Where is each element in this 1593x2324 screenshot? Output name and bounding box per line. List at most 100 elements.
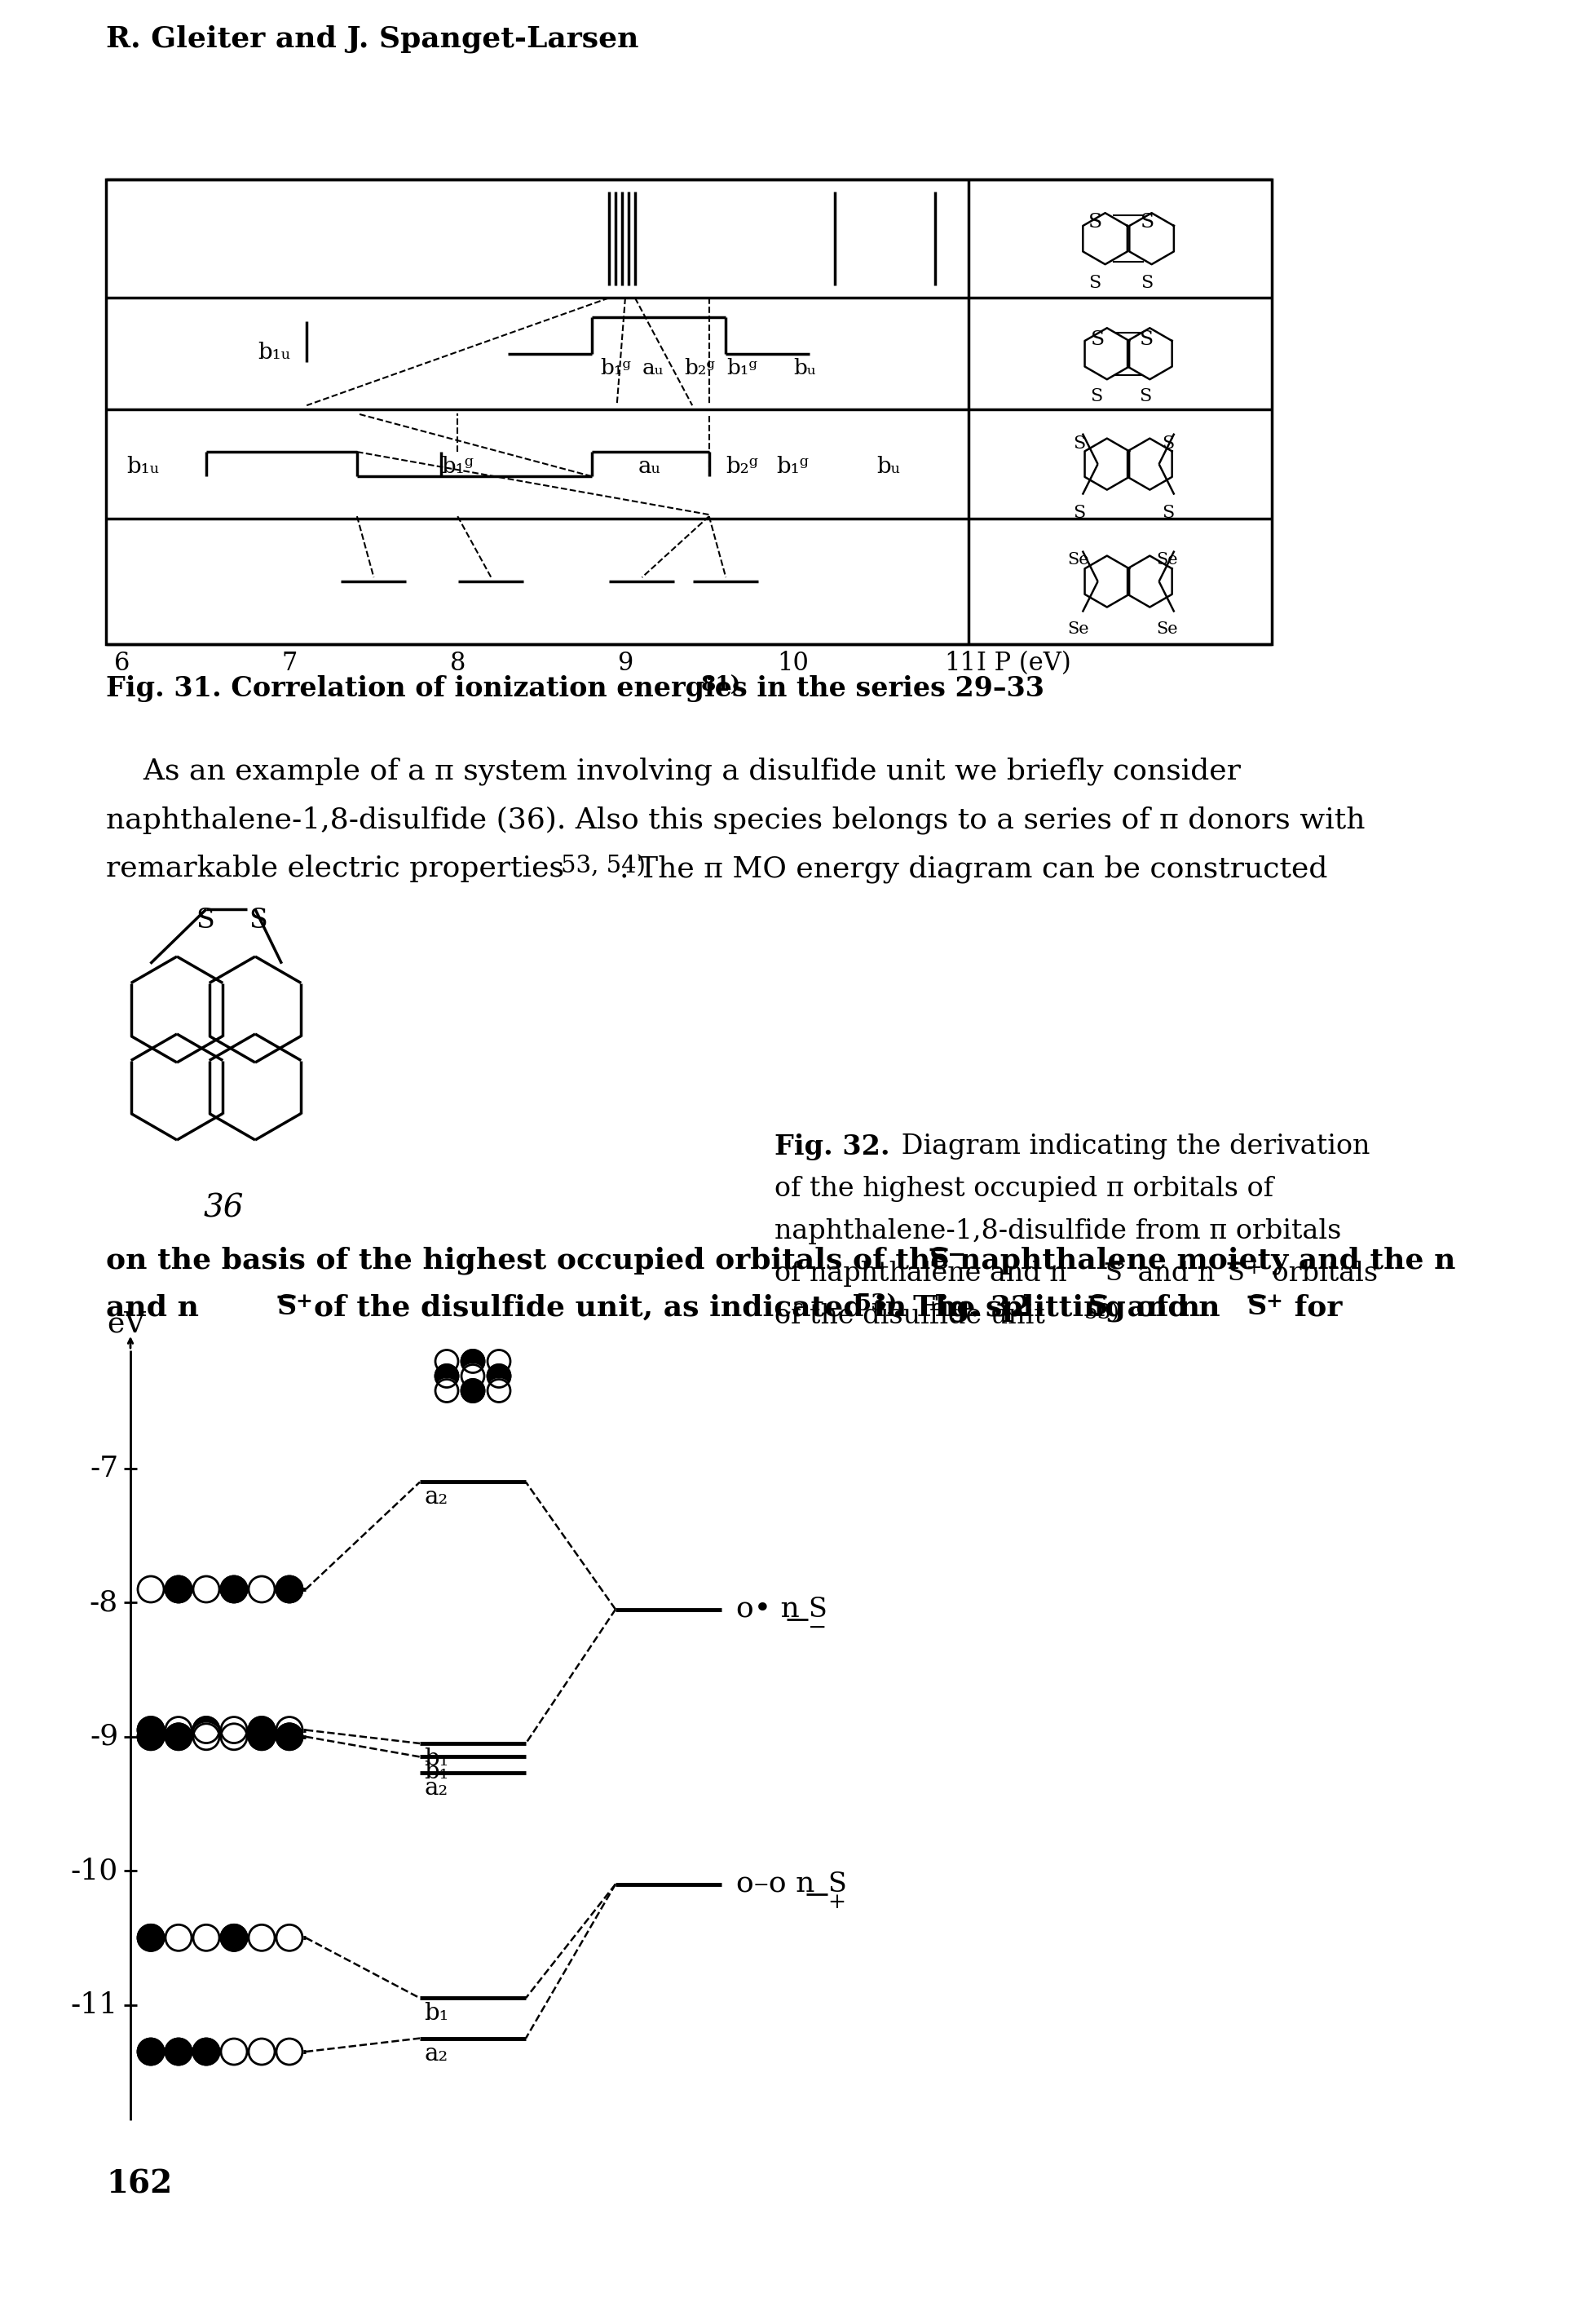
Text: 53, 54): 53, 54) bbox=[561, 855, 645, 878]
Text: S: S bbox=[1091, 388, 1102, 404]
Text: S: S bbox=[1088, 1292, 1109, 1320]
Text: bᵤ: bᵤ bbox=[793, 358, 816, 379]
Text: b₂ᵍ: b₂ᵍ bbox=[726, 456, 758, 479]
Circle shape bbox=[221, 1717, 247, 1743]
Circle shape bbox=[435, 1364, 459, 1387]
Text: b₁ᵤ: b₁ᵤ bbox=[126, 456, 159, 479]
Text: R. Gleiter and J. Spanget-Larsen: R. Gleiter and J. Spanget-Larsen bbox=[107, 26, 639, 53]
Text: -10: -10 bbox=[70, 1857, 118, 1885]
Text: S: S bbox=[277, 1292, 296, 1320]
Text: S: S bbox=[1141, 274, 1153, 293]
Text: 10: 10 bbox=[777, 651, 809, 676]
Text: -8: -8 bbox=[89, 1590, 118, 1618]
Circle shape bbox=[166, 1724, 191, 1750]
Text: aᵤ: aᵤ bbox=[639, 456, 661, 479]
Text: S: S bbox=[1074, 504, 1086, 523]
Text: S: S bbox=[1088, 274, 1101, 293]
Circle shape bbox=[193, 2038, 220, 2064]
Text: 53): 53) bbox=[1085, 1304, 1120, 1322]
Circle shape bbox=[276, 1924, 303, 1950]
Text: b₂ᵍ: b₂ᵍ bbox=[685, 358, 715, 379]
Text: of the disulfide unit: of the disulfide unit bbox=[774, 1304, 1045, 1329]
Text: a₂: a₂ bbox=[424, 1485, 448, 1508]
Text: b₁ᵍ: b₁ᵍ bbox=[726, 358, 757, 379]
Text: Diagram indicating the derivation: Diagram indicating the derivation bbox=[892, 1134, 1370, 1160]
Text: 81): 81) bbox=[701, 676, 741, 695]
Text: remarkable electric properties: remarkable electric properties bbox=[107, 855, 564, 883]
Circle shape bbox=[276, 2038, 303, 2064]
Circle shape bbox=[276, 1576, 303, 1601]
Text: S: S bbox=[1227, 1260, 1244, 1285]
Text: and n: and n bbox=[1117, 1292, 1220, 1320]
Text: 9: 9 bbox=[618, 651, 632, 676]
Text: S: S bbox=[1139, 388, 1152, 404]
Text: S: S bbox=[1074, 435, 1086, 453]
Text: Fig. 31. Correlation of ionization energies in the series 29–33: Fig. 31. Correlation of ionization energ… bbox=[107, 676, 1045, 702]
Text: S: S bbox=[929, 1246, 949, 1274]
Text: . The π MO energy diagram can be constructed: . The π MO energy diagram can be constru… bbox=[620, 855, 1327, 883]
Text: b₁ᵤ: b₁ᵤ bbox=[258, 342, 290, 363]
Circle shape bbox=[193, 1724, 220, 1750]
Text: -7: -7 bbox=[89, 1455, 118, 1483]
Text: S: S bbox=[1104, 1260, 1121, 1285]
Text: S: S bbox=[1247, 1292, 1266, 1320]
Text: aᵤ: aᵤ bbox=[642, 358, 664, 379]
Text: 53): 53) bbox=[855, 1292, 898, 1315]
Text: 8: 8 bbox=[449, 651, 465, 676]
Text: S: S bbox=[196, 909, 215, 934]
Text: eV: eV bbox=[107, 1311, 145, 1336]
Text: S: S bbox=[1091, 330, 1104, 349]
Text: naphthalene-1,8-disulfide from π orbitals: naphthalene-1,8-disulfide from π orbital… bbox=[774, 1218, 1341, 1243]
Text: of the disulfide unit, as indicated in Fig. 32: of the disulfide unit, as indicated in F… bbox=[314, 1292, 1031, 1322]
Text: S: S bbox=[1161, 504, 1174, 523]
Text: of naphthalene and n: of naphthalene and n bbox=[774, 1260, 1067, 1287]
Circle shape bbox=[462, 1364, 484, 1387]
Text: 162: 162 bbox=[107, 2168, 172, 2201]
Circle shape bbox=[249, 1576, 274, 1601]
Text: S: S bbox=[1141, 214, 1155, 232]
Text: S: S bbox=[1088, 214, 1102, 232]
Text: for: for bbox=[1284, 1292, 1343, 1320]
Circle shape bbox=[137, 1724, 164, 1750]
Text: b₁ᵍ: b₁ᵍ bbox=[601, 358, 631, 379]
Circle shape bbox=[166, 1576, 191, 1601]
Text: +: + bbox=[1244, 1260, 1262, 1278]
Text: 11: 11 bbox=[945, 651, 977, 676]
Text: orbitals: orbitals bbox=[1263, 1260, 1378, 1287]
Text: bᵤ: bᵤ bbox=[876, 456, 900, 479]
Text: of the highest occupied π orbitals of: of the highest occupied π orbitals of bbox=[774, 1176, 1273, 1202]
Circle shape bbox=[487, 1350, 510, 1373]
Circle shape bbox=[249, 1717, 274, 1743]
Circle shape bbox=[137, 2038, 164, 2064]
Circle shape bbox=[137, 1717, 164, 1743]
Circle shape bbox=[221, 2038, 247, 2064]
Text: a₂: a₂ bbox=[424, 1778, 448, 1799]
Text: a₂: a₂ bbox=[424, 2043, 448, 2066]
Text: S: S bbox=[1139, 330, 1153, 349]
Text: Se: Se bbox=[1157, 621, 1177, 637]
Text: +: + bbox=[1265, 1292, 1282, 1311]
Circle shape bbox=[221, 1724, 247, 1750]
Text: I P (eV): I P (eV) bbox=[977, 651, 1070, 676]
Circle shape bbox=[487, 1380, 510, 1401]
Text: b₁ᵍ: b₁ᵍ bbox=[776, 456, 809, 479]
Text: . The splitting of n: . The splitting of n bbox=[892, 1292, 1200, 1322]
Circle shape bbox=[249, 1924, 274, 1950]
Text: −: − bbox=[808, 1618, 827, 1638]
Text: +: + bbox=[827, 1892, 846, 1913]
Circle shape bbox=[276, 1717, 303, 1743]
Text: naphthalene-1,8-disulfide (36). Also this species belongs to a series of π donor: naphthalene-1,8-disulfide (36). Also thi… bbox=[107, 806, 1365, 834]
Circle shape bbox=[487, 1364, 510, 1387]
Text: o• n: o• n bbox=[736, 1597, 800, 1622]
Circle shape bbox=[166, 1924, 191, 1950]
Circle shape bbox=[166, 2038, 191, 2064]
Text: Fig. 32.: Fig. 32. bbox=[774, 1134, 890, 1160]
Text: b₁: b₁ bbox=[424, 2003, 449, 2024]
Circle shape bbox=[193, 1576, 220, 1601]
Text: and n: and n bbox=[107, 1292, 199, 1320]
Text: S: S bbox=[808, 1597, 827, 1622]
Text: S: S bbox=[1161, 435, 1174, 453]
Text: 6: 6 bbox=[115, 651, 131, 676]
Circle shape bbox=[166, 1717, 191, 1743]
Text: Se: Se bbox=[1157, 553, 1177, 567]
